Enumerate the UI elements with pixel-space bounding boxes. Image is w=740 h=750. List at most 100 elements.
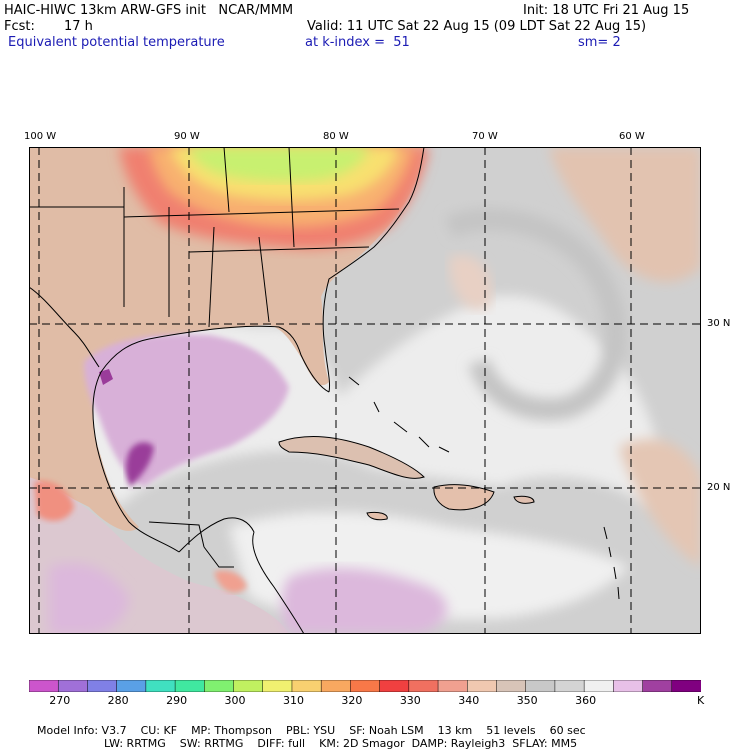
colorbar-tick-label: 320 [341, 694, 363, 707]
model-info-line1: Model Info: V3.7 CU: KF MP: Thompson PBL… [30, 711, 586, 737]
colorbar-swatch [116, 680, 147, 692]
colorbar-tick-label: 270 [49, 694, 71, 707]
colorbar-swatch [583, 680, 615, 692]
gulf-coast [92, 325, 280, 553]
atlantic-tan-region [549, 147, 701, 282]
graticule [29, 147, 701, 634]
caribbean-purple-field [281, 568, 448, 634]
time-step: 60 sec [549, 724, 586, 737]
colorbar-swatch [671, 680, 701, 692]
state-border-8 [288, 147, 295, 248]
state-border-9 [223, 147, 230, 213]
lat-tick-30n: 30 N [707, 318, 731, 329]
us-mexico-border [29, 286, 100, 368]
colorbar-swatch [379, 680, 410, 692]
bahamas-islands [348, 376, 450, 453]
grid-spacing: 13 km [437, 724, 473, 737]
colorbar-swatch [145, 680, 176, 692]
valid-time: Valid: 11 UTC Sat 22 Aug 15 (09 LDT Sat … [307, 19, 647, 34]
vertical-levels: 51 levels [486, 724, 536, 737]
lat-tick-20n: 20 N [707, 482, 731, 493]
centam-coast [252, 531, 305, 634]
microphysics-scheme: MP: Thompson [191, 724, 272, 737]
model-title: HAIC-HIWC 13km ARW-GFS init NCAR/MMM [4, 3, 294, 18]
hispaniola [433, 484, 495, 511]
lon-tick-60w: 60 W [619, 131, 645, 142]
diffusion-option: DIFF: full [257, 737, 306, 750]
colorbar-tick-label: 280 [107, 694, 129, 707]
colorbar-swatch [57, 680, 89, 692]
colorbar [29, 680, 701, 692]
florida-coast [278, 326, 330, 393]
colorbar-swatch [291, 680, 322, 692]
colorbar-swatch [174, 680, 206, 692]
pbl-scheme: PBL: YSU [285, 724, 336, 737]
colorbar-swatch [320, 680, 352, 692]
colorbar-swatch [350, 680, 381, 692]
level-info: at k-index = 51 [305, 35, 410, 50]
state-border-3 [208, 226, 215, 328]
lon-tick-70w: 70 W [472, 131, 498, 142]
coastlines [29, 147, 620, 634]
theta-e-map [29, 147, 701, 634]
lon-tick-90w: 90 W [174, 131, 200, 142]
state-border-6 [123, 208, 400, 218]
atlantic-tan-patch [619, 438, 701, 567]
colorbar-swatch [87, 680, 118, 692]
colorbar-swatch [233, 680, 264, 692]
colorbar-swatch [467, 680, 498, 692]
state-border-4 [258, 236, 270, 323]
colorbar-unit: K [697, 694, 705, 707]
km-option: KM: 2D Smagor [319, 737, 405, 750]
longwave-scheme: LW: RRTMG [104, 737, 166, 750]
atlantic-swirl [444, 208, 627, 421]
map-frame [29, 147, 701, 634]
colorbar-tick-label: 340 [458, 694, 480, 707]
forecast-label: Fcst: [4, 19, 35, 34]
cuba [278, 436, 425, 479]
model-info-line2: LW: RRTMG SW: RRTMG DIFF: full KM: 2D Sm… [97, 724, 577, 750]
surface-scheme: SF: Noah LSM [349, 724, 424, 737]
colorbar-tick-label: 290 [166, 694, 188, 707]
mexico-warm-patch [34, 480, 74, 521]
field-name: Equivalent potential temperature [8, 35, 225, 50]
gulf-darkpurple-spot [99, 369, 113, 385]
damping-option: DAMP: Rayleigh3 [411, 737, 506, 750]
jamaica [366, 511, 388, 521]
colorbar-swatch [262, 680, 293, 692]
lesser-antilles [603, 526, 620, 600]
init-time: Init: 18 UTC Fri 21 Aug 15 [523, 3, 690, 18]
sflay-option: SFLAY: MM5 [512, 737, 578, 750]
mexico-border [148, 521, 205, 548]
colorbar-swatch [613, 680, 644, 692]
forecast-hour: 17 h [64, 19, 93, 34]
colorbar-tick-label: 350 [516, 694, 538, 707]
colorbar-swatch [29, 680, 59, 692]
colorbar-tick-label: 360 [575, 694, 597, 707]
colorbar-tick-label: 310 [282, 694, 304, 707]
guatemala-border [203, 546, 234, 568]
smoothing-info: sm= 2 [578, 35, 621, 50]
lon-tick-80w: 80 W [323, 131, 349, 142]
shortwave-scheme: SW: RRTMG [179, 737, 244, 750]
state-border-7 [188, 246, 370, 253]
colorbar-swatch [525, 680, 556, 692]
warm-green-band [189, 147, 369, 182]
model-version: Model Info: V3.7 [37, 724, 127, 737]
ocean-tan-patch [449, 255, 492, 310]
gulf-darkpurple-core [125, 442, 154, 487]
colorbar-swatch [554, 680, 585, 692]
pacific-purple-field [49, 563, 129, 634]
us-east-coast [322, 147, 425, 393]
colorbar-tick-label: 300 [224, 694, 246, 707]
colorbar-swatch [204, 680, 235, 692]
colorbar-tick-label: 330 [399, 694, 421, 707]
centam-warm-patch [214, 570, 247, 593]
lon-tick-100w: 100 W [24, 131, 57, 142]
puerto-rico [513, 495, 535, 504]
colorbar-swatch [437, 680, 469, 692]
colorbar-swatch [496, 680, 527, 692]
colorbar-swatch [642, 680, 673, 692]
cumulus-scheme: CU: KF [140, 724, 178, 737]
colorbar-swatch [408, 680, 439, 692]
